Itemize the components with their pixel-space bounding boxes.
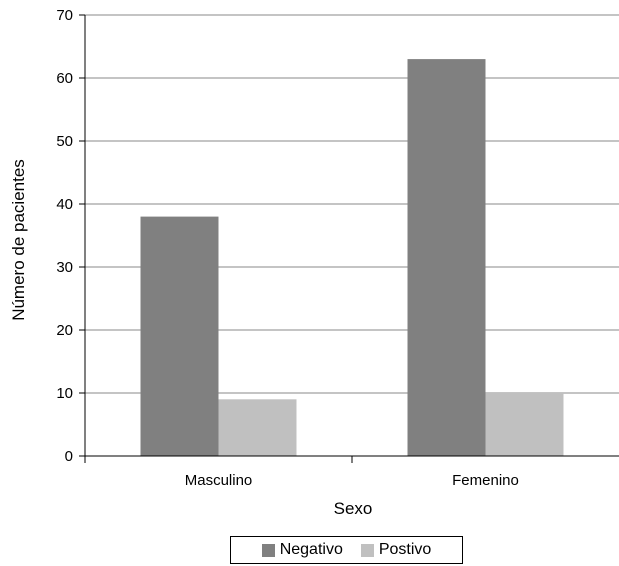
y-tick-label: 50 [56,133,73,150]
bar-postivo-femenino [485,393,564,456]
legend-swatch-postivo [360,543,374,557]
bar-postivo-masculino [218,399,297,456]
legend: Negativo Postivo [230,536,463,564]
x-axis-title: Sexo [334,499,373,518]
y-tick-label: 70 [56,7,73,24]
y-tick-label: 30 [56,259,73,276]
axes: 0 10 20 30 40 50 60 70 Masculino Femenino [56,7,619,489]
legend-swatch-negativo [261,543,275,557]
legend-label-postivo: Postivo [378,541,432,558]
y-tick-label: 40 [56,196,73,213]
bar-negativo-femenino [407,59,486,456]
legend-item-postivo: Postivo [360,541,432,559]
legend-item-negativo: Negativo [261,541,343,559]
y-axis-title: Número de pacientes [9,159,28,321]
bars [140,59,564,456]
x-tick-label: Femenino [452,472,519,489]
legend-label-negativo: Negativo [279,541,343,558]
y-tick-label: 10 [56,385,73,402]
y-tick-label: 20 [56,322,73,339]
x-tick-label: Masculino [185,472,253,489]
bar-chart: 0 10 20 30 40 50 60 70 Masculino Femenino Sexo Nú… [9,7,619,518]
bar-negativo-masculino [140,216,219,456]
y-tick-label: 0 [65,448,73,465]
y-tick-label: 60 [56,70,73,87]
